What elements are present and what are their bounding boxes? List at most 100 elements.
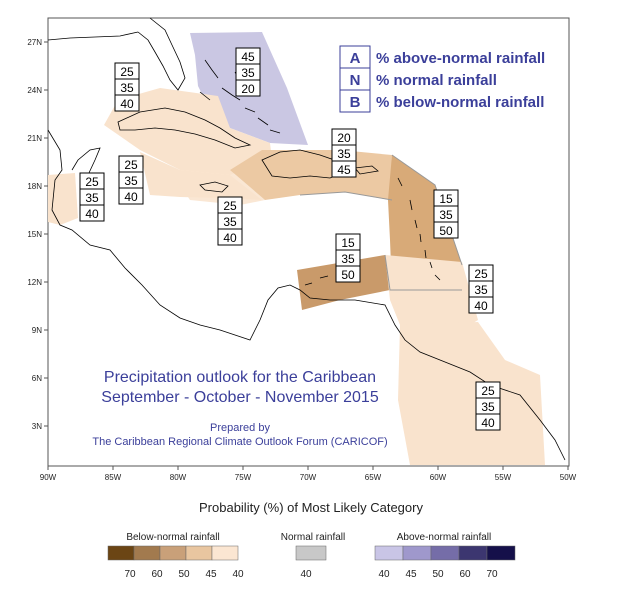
- prob-box-abc-islands: 15 35 50: [335, 233, 361, 283]
- prob-box-guianas: 25 35 40: [475, 381, 501, 431]
- legend-value: 60: [151, 569, 163, 580]
- prepared-by: Prepared by: [210, 422, 270, 434]
- prob-box-cuba: 25 35 40: [114, 62, 140, 112]
- prob-above: 25: [85, 175, 99, 189]
- legend-swatch: [159, 545, 187, 561]
- lon-label: 55W: [495, 473, 512, 482]
- axis-ticks: [44, 41, 569, 470]
- lat-label: 3N: [32, 422, 42, 431]
- legend-normal: Normal rainfall 40: [281, 532, 345, 580]
- prob-normal: 35: [481, 400, 495, 414]
- lat-label: 21N: [27, 134, 42, 143]
- prob-normal: 35: [474, 283, 488, 297]
- legend-swatch: [458, 545, 488, 561]
- lon-label: 90W: [40, 473, 57, 482]
- prob-box-belize: 25 35 40: [79, 172, 105, 222]
- prob-below: 50: [439, 224, 453, 238]
- legend-value: 60: [459, 569, 471, 580]
- legend-swatch: [374, 545, 404, 561]
- lat-label: 15N: [27, 230, 42, 239]
- prob-box-bahamas: 45 35 20: [235, 47, 261, 97]
- legend-value: 40: [378, 569, 390, 580]
- legend-normal-label: Normal rainfall: [281, 532, 345, 543]
- legend-above-normal: Above-normal rainfall 40 45 50 60 70: [374, 532, 516, 580]
- prob-above: 45: [241, 50, 255, 64]
- legend-swatch: [211, 545, 239, 561]
- prob-normal: 35: [85, 191, 99, 205]
- region-jamaica: [170, 170, 265, 205]
- legend-swatch: [402, 545, 432, 561]
- legend-value: 50: [178, 569, 190, 580]
- region-belize: [48, 173, 78, 225]
- key-label-above: % above-normal rainfall: [376, 50, 545, 67]
- prob-above: 15: [439, 192, 453, 206]
- legend-title: Probability (%) of Most Likely Category: [199, 500, 423, 515]
- prob-above: 25: [120, 65, 134, 79]
- lat-label: 6N: [32, 374, 42, 383]
- legend-swatch: [107, 545, 135, 561]
- latitude-labels: 27N 24N 21N 18N 15N 12N 9N 6N 3N: [27, 38, 42, 431]
- longitude-labels: 90W 85W 80W 75W 70W 65W 60W 55W 50W: [40, 473, 577, 482]
- lat-label: 12N: [27, 278, 42, 287]
- lon-label: 80W: [170, 473, 187, 482]
- prob-box-trinidad: 25 35 40: [468, 264, 494, 314]
- prob-above: 25: [474, 267, 488, 281]
- prob-below: 40: [120, 97, 134, 111]
- prob-normal: 35: [337, 147, 351, 161]
- outlook-season: September - October - November 2015: [101, 389, 379, 406]
- legend-swatch: [295, 545, 327, 561]
- lon-label: 60W: [430, 473, 447, 482]
- prob-above: 25: [223, 199, 237, 213]
- prob-above: 15: [341, 236, 355, 250]
- coast-lesser-antilles: [397, 177, 441, 281]
- prob-below: 40: [85, 207, 99, 221]
- prob-below: 45: [337, 163, 351, 177]
- coast-us-gulf: [47, 31, 139, 41]
- lon-label: 65W: [365, 473, 382, 482]
- prob-below: 40: [474, 299, 488, 313]
- coast-puerto-rico: [354, 165, 379, 175]
- lat-label: 27N: [27, 38, 42, 47]
- prob-above: 25: [481, 384, 495, 398]
- legend-swatch: [185, 545, 213, 561]
- legend-swatch: [430, 545, 460, 561]
- legend-value: 50: [432, 569, 444, 580]
- coast-jamaica: [199, 181, 229, 193]
- prob-below: 40: [124, 190, 138, 204]
- prob-normal: 35: [120, 81, 134, 95]
- legend-below-label: Below-normal rainfall: [126, 532, 219, 543]
- region-lesser-antilles: [388, 155, 462, 290]
- prob-below: 40: [481, 416, 495, 430]
- prob-box-cayman: 25 35 40: [118, 155, 144, 205]
- key-letter-below: B: [350, 94, 361, 111]
- lon-label: 50W: [560, 473, 577, 482]
- region-cuba: [104, 88, 272, 175]
- coast-mexico-central-america: [47, 129, 566, 461]
- prob-above: 25: [124, 158, 138, 172]
- key-label-normal: % normal rainfall: [376, 72, 497, 89]
- probability-boxes: 45 35 20 25 35 40 25 35 40 25 35 40 25 3…: [79, 47, 501, 431]
- legend-above-label: Above-normal rainfall: [397, 532, 492, 543]
- legend-value: 45: [205, 569, 217, 580]
- legend-below-normal: Below-normal rainfall 70 60 50 45 40: [107, 532, 244, 580]
- category-key: A N B % above-normal rainfall % normal r…: [339, 45, 545, 113]
- prob-normal: 35: [341, 252, 355, 266]
- lon-label: 85W: [105, 473, 122, 482]
- key-label-below: % below-normal rainfall: [376, 94, 544, 111]
- lat-label: 9N: [32, 326, 42, 335]
- legend-swatch: [486, 545, 516, 561]
- prob-box-hispaniola: 20 35 45: [331, 128, 357, 178]
- legend-value: 40: [232, 569, 244, 580]
- lon-label: 75W: [235, 473, 252, 482]
- prob-below: 50: [341, 268, 355, 282]
- prob-normal: 35: [223, 215, 237, 229]
- outlook-title: Precipitation outlook for the Caribbean: [104, 369, 376, 386]
- lat-label: 24N: [27, 86, 42, 95]
- prob-normal: 35: [241, 66, 255, 80]
- key-letter-above: A: [350, 50, 361, 67]
- prob-box-lesser-antilles: 15 35 50: [433, 189, 459, 239]
- legend-value: 40: [300, 569, 312, 580]
- prob-above: 20: [337, 131, 351, 145]
- prob-below: 20: [241, 82, 255, 96]
